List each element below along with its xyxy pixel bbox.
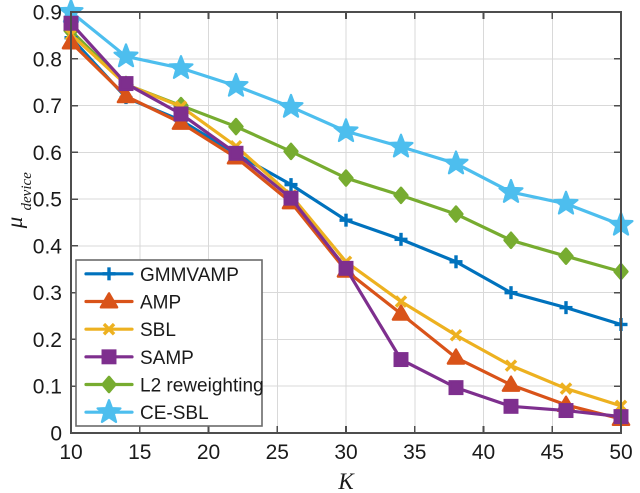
data-point-marker — [102, 322, 116, 336]
data-point-marker — [504, 286, 518, 300]
legend-entry-samp[interactable]: SAMP — [84, 348, 194, 369]
x-axis-tick-label: 45 — [541, 441, 564, 464]
x-axis-tick-label: 30 — [334, 441, 357, 464]
data-point-marker — [118, 76, 134, 92]
legend-label: CE-SBL — [140, 403, 209, 424]
x-axis-tick-label: 35 — [403, 441, 426, 464]
data-point-marker — [393, 186, 409, 205]
data-point-marker — [443, 150, 469, 175]
data-point-marker — [101, 375, 117, 394]
y-axis-tick-label: 0.2 — [33, 329, 62, 352]
data-point-marker — [228, 117, 244, 136]
axis-title-layer: Kμ device — [2, 172, 355, 493]
y-axis-tick-label: 0.4 — [33, 235, 63, 258]
data-point-marker — [113, 43, 139, 68]
series-ce-sbl — [58, 0, 634, 236]
data-point-marker — [498, 178, 524, 203]
tick-label-layer: 0 0.1 0.2 0.3 0.4 0.5 0.6 0.7 0.8 0.9 10 15 20 25 30 35… — [33, 2, 633, 465]
x-axis-tick-label: 40 — [472, 441, 495, 464]
y-axis-tick-label: 0.6 — [33, 142, 62, 165]
data-point-marker — [394, 295, 408, 308]
y-axis-title-subscript: device — [19, 172, 35, 211]
series-samp — [63, 15, 629, 425]
data-point-marker — [449, 328, 463, 342]
data-point-marker — [283, 142, 299, 161]
x-axis-tick-label: 50 — [609, 441, 632, 464]
y-axis-title-symbol: μ — [2, 217, 27, 230]
x-axis-tick-label: 10 — [59, 441, 82, 464]
data-point-marker — [553, 190, 579, 215]
data-point-marker — [338, 260, 354, 276]
data-point-marker — [503, 231, 519, 250]
data-point-marker — [102, 267, 116, 281]
y-axis-tick-label: 0.1 — [33, 376, 62, 399]
data-point-marker — [558, 403, 574, 419]
legend-label: L2 reweighting — [140, 376, 264, 397]
data-point-marker — [101, 349, 117, 365]
data-point-marker — [96, 399, 122, 423]
data-point-marker — [501, 375, 521, 392]
legend-box[interactable] — [75, 259, 263, 427]
y-axis-title: μ device — [2, 172, 35, 229]
x-axis-tick-label: 20 — [197, 441, 220, 464]
data-point-marker — [171, 113, 191, 130]
legend-entry-ce-sbl[interactable]: CE-SBL — [84, 399, 209, 424]
x-axis-tick-label: 25 — [266, 441, 289, 464]
data-point-marker — [283, 190, 299, 206]
data-point-marker — [278, 93, 304, 118]
x-axis-tick-label: 15 — [128, 441, 151, 464]
legend-entry-sbl[interactable]: SBL — [84, 320, 176, 341]
data-point-marker — [116, 86, 136, 104]
legend-entry-l2-reweighting[interactable]: L2 reweighting — [84, 375, 264, 397]
legend-label: AMP — [140, 293, 181, 314]
y-axis-tick-label: 0.5 — [33, 189, 62, 212]
axis-layer — [70, 11, 622, 434]
data-point-marker — [339, 213, 353, 227]
y-axis-tick-label: 0.9 — [33, 2, 62, 25]
data-point-marker — [168, 55, 194, 79]
data-point-marker — [99, 292, 119, 309]
data-point-marker — [228, 145, 244, 161]
x-axis-title: K — [337, 469, 355, 493]
data-point-marker — [448, 205, 464, 223]
data-point-marker — [223, 72, 249, 97]
data-point-marker — [559, 301, 573, 315]
data-point-marker — [503, 398, 519, 414]
legend-label: SBL — [140, 320, 176, 341]
data-point-marker — [388, 133, 414, 158]
data-point-marker — [446, 348, 466, 365]
data-point-marker — [504, 359, 518, 372]
y-axis-tick-label: 0 — [50, 423, 62, 446]
legend-label: SAMP — [140, 348, 194, 369]
data-point-marker — [448, 380, 464, 396]
y-axis-tick-label: 0.8 — [33, 48, 62, 71]
data-point-marker — [559, 382, 573, 395]
y-axis-tick-label: 0.7 — [33, 95, 62, 118]
legend-entry-amp[interactable]: AMP — [84, 292, 181, 314]
data-point-marker — [338, 169, 354, 187]
data-point-marker — [391, 304, 411, 321]
data-point-marker — [333, 118, 359, 143]
legend-label: GMMVAMP — [140, 265, 239, 286]
data-point-marker — [284, 178, 298, 192]
y-axis-tick-label: 0.3 — [33, 282, 62, 305]
legend-entry-gmmvamp[interactable]: GMMVAMP — [84, 265, 239, 286]
data-series-layer — [58, 0, 634, 427]
data-point-marker — [558, 247, 574, 265]
data-point-marker — [173, 106, 189, 122]
chart-legend[interactable]: GMMVAMP AMP SBL SAMP L2 reweighting CE-SBL — [75, 259, 264, 427]
data-point-marker — [393, 352, 409, 368]
data-point-marker — [394, 232, 408, 246]
data-point-marker — [449, 255, 463, 269]
